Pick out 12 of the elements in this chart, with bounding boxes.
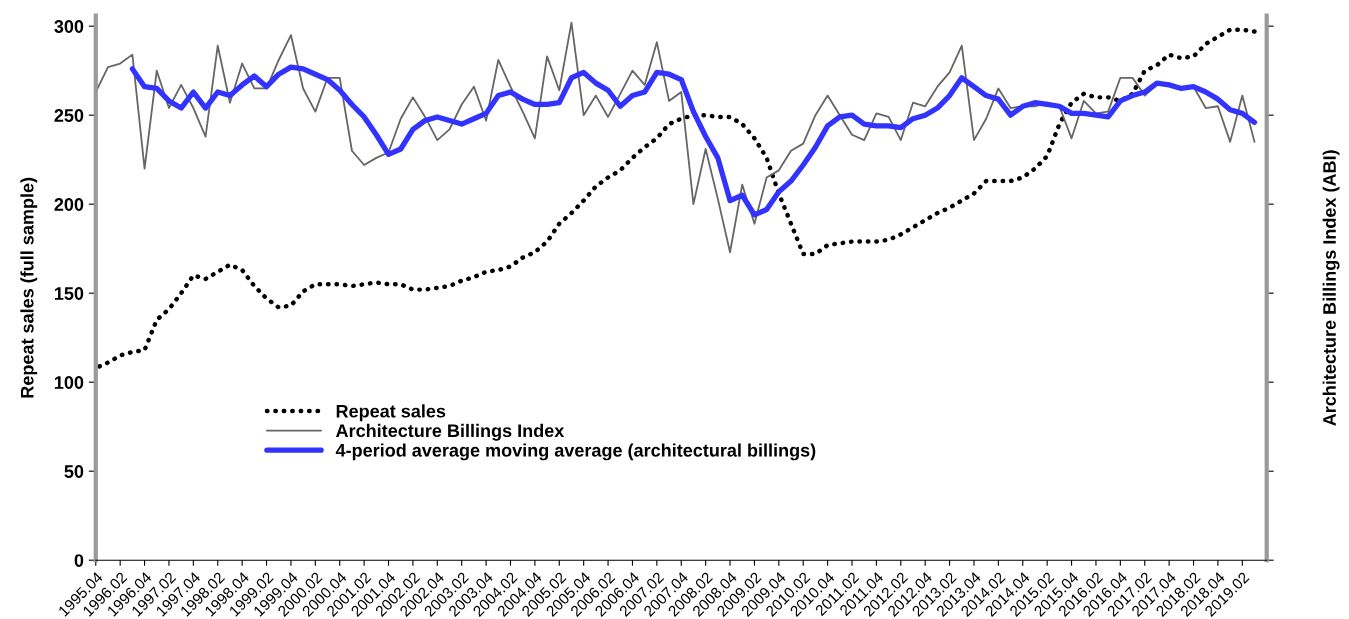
y-tick-label: 100 bbox=[54, 376, 84, 389]
y-axis-title: Repeat sales (full sample) bbox=[20, 177, 38, 398]
legend-label: Architecture Billings Index bbox=[335, 423, 565, 441]
y-tick-label: 300 bbox=[54, 20, 84, 33]
y-tick-label: 0 bbox=[74, 554, 84, 567]
legend-label: 4-period average moving average (architectural billings) bbox=[335, 443, 816, 461]
y-tick-label: 250 bbox=[54, 109, 84, 122]
y2-axis-title: Architecture Billings Index (ABI) bbox=[1322, 150, 1340, 426]
y-tick-label: 200 bbox=[54, 198, 84, 211]
y-tick-label: 50 bbox=[64, 465, 84, 478]
legend-label: Repeat sales bbox=[336, 404, 446, 422]
y-tick-label: 150 bbox=[54, 287, 84, 300]
